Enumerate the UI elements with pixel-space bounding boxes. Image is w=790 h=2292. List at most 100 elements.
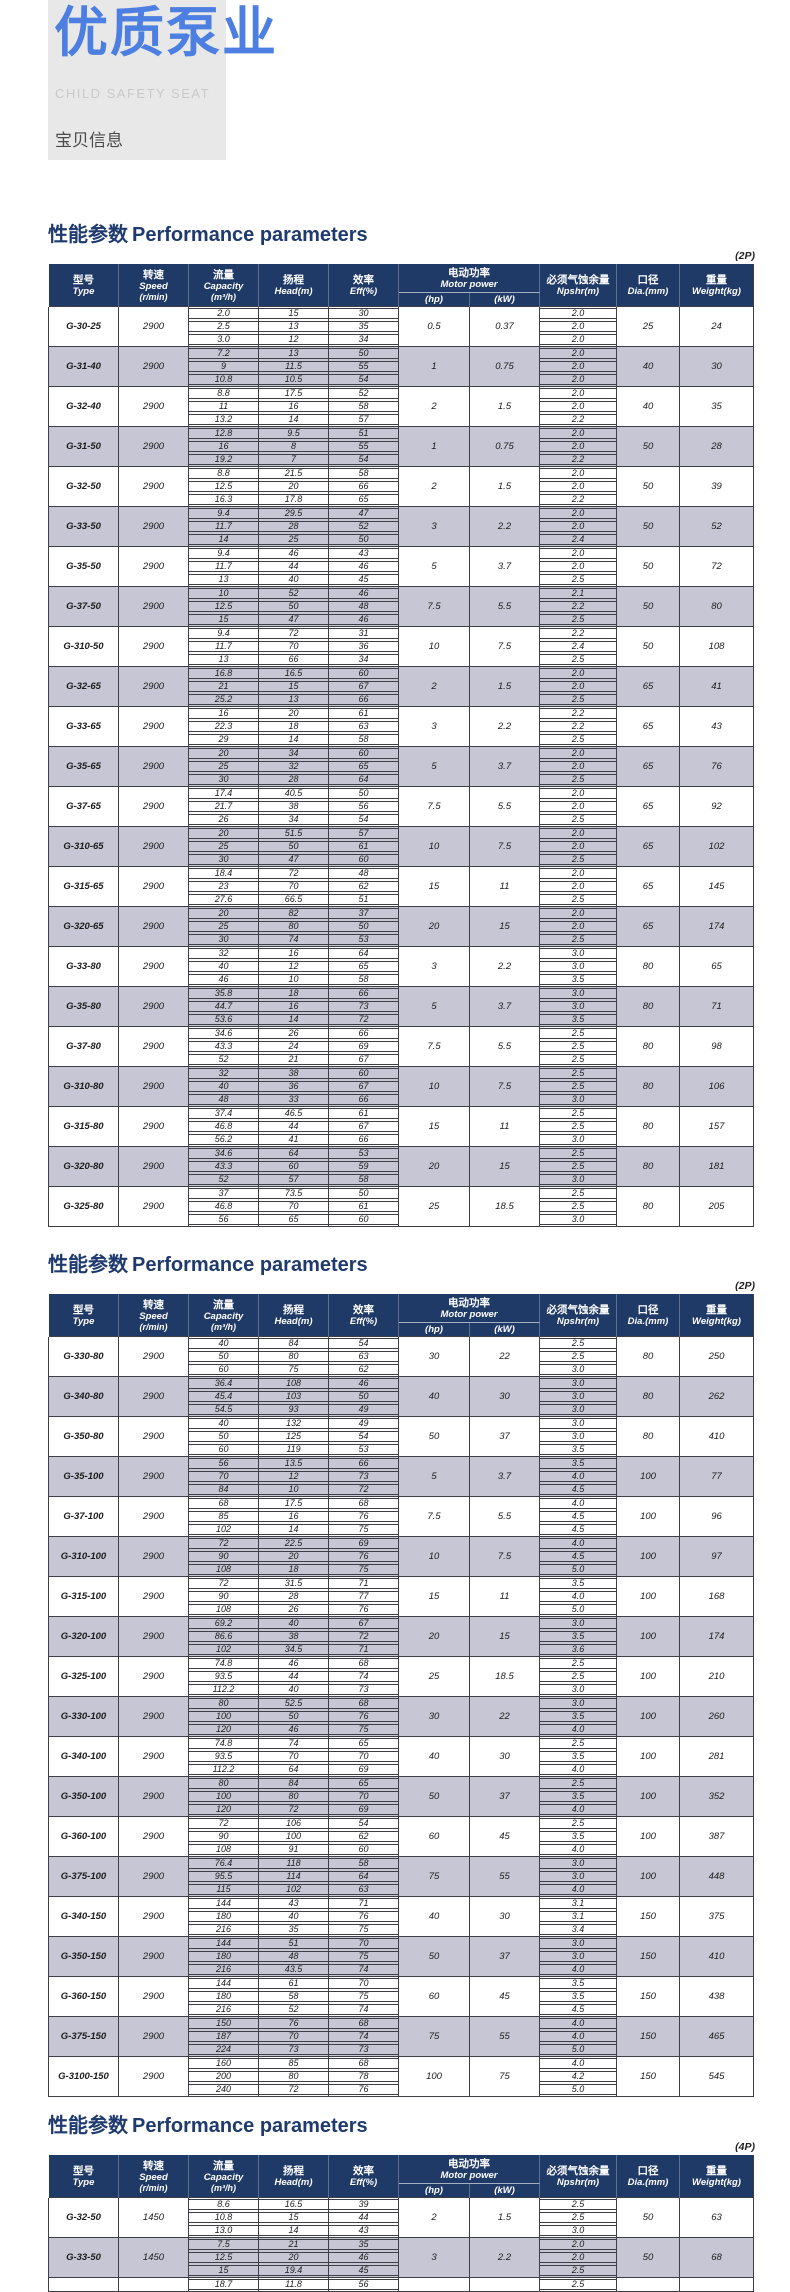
kw-cell: 2.2: [469, 706, 540, 747]
eff-cell: 53: [328, 933, 399, 947]
eff-cell: 72: [328, 1630, 399, 1643]
capacity-cell: 12.5: [188, 600, 259, 613]
weight-cell: 106: [679, 1066, 754, 1107]
table-row: G-35-50 2900 9.4 46 43 5 3.7 2.0 50 72: [48, 546, 754, 587]
speed-cell: 2900: [118, 1106, 189, 1147]
head-cell: 58: [258, 1990, 329, 2003]
kw-cell: 2.2: [469, 946, 540, 987]
type-cell: G-3100-150: [48, 2056, 119, 2097]
table-row: 29 14 58 2.5: [49, 733, 754, 747]
brand-title: 优质泵业: [54, 3, 278, 63]
col-header-head: 扬程 Head(m): [258, 2155, 329, 2198]
capacity-cell: 29: [188, 733, 259, 747]
table-row: 46.8 70 61 2.5: [49, 1200, 754, 1213]
eff-cell: 69: [328, 1803, 399, 1817]
weight-cell: 210: [679, 1656, 754, 1697]
dia-cell: 65: [616, 666, 680, 707]
eff-cell: 57: [328, 413, 399, 427]
table-row: G-325-80 2900 37 73.5 50 25 18.5 2.5 80 205: [48, 1186, 754, 1227]
table-row: G-35-65 2900 20 34 60 5 3.7 2.0 65 76: [48, 746, 754, 787]
npshr-cell: 2.0: [539, 786, 617, 800]
npshr-cell: 2.5: [539, 1776, 617, 1790]
speed-cell: 2900: [118, 306, 189, 347]
speed-cell: 2900: [118, 1536, 189, 1577]
col-header-hp: (hp): [398, 2183, 470, 2198]
eff-cell: 72: [328, 1483, 399, 1497]
kw-cell: 30: [469, 1376, 540, 1417]
capacity-cell: 22.3: [188, 720, 259, 733]
capacity-cell: 11.7: [188, 640, 259, 653]
table-row: G-360-100 2900 72 106 54 60 45 2.5 100 387: [48, 1816, 754, 1857]
eff-cell: 70: [328, 1750, 399, 1763]
speed-cell: 2900: [118, 546, 189, 587]
weight-cell: 145: [679, 866, 754, 907]
kw-cell: 11: [469, 1106, 540, 1147]
capacity-cell: 16: [188, 706, 259, 720]
table-row: 16.3 17.8 65 2.2: [49, 493, 754, 507]
weight-cell: 35: [679, 386, 754, 427]
weight-cell: 352: [679, 1776, 754, 1817]
eff-cell: 68: [328, 2056, 399, 2070]
eff-cell: 62: [328, 1830, 399, 1843]
capacity-cell: 11.7: [188, 560, 259, 573]
col-header-npshr: 必须气蚀余量 Npshr(m): [539, 2155, 617, 2198]
dia-cell: 65: [616, 746, 680, 787]
capacity-cell: 56.2: [188, 1133, 259, 1147]
npshr-cell: 4.5: [539, 1550, 617, 1563]
table-row: 13 66 34 2.5: [49, 653, 754, 667]
head-cell: 93: [258, 1403, 329, 1417]
speed-cell: 2900: [118, 1416, 189, 1457]
capacity-cell: 25.2: [188, 693, 259, 707]
table-row: 60 75 62 3.0: [49, 1363, 754, 1377]
npshr-cell: 2.2: [539, 626, 617, 640]
npshr-cell: 2.5: [539, 933, 617, 947]
table-row: G-350-80 2900 40 132 49 50 37 3.0 80 410: [48, 1416, 754, 1457]
capacity-cell: 115: [188, 1883, 259, 1897]
type-cell: G-310-100: [48, 1536, 119, 1577]
npshr-cell: 2.4: [539, 533, 617, 547]
capacity-cell: 90: [188, 1830, 259, 1843]
dia-cell: 100: [616, 1856, 680, 1897]
col-header-motor-power: 电动功率 Motor power: [398, 264, 540, 293]
eff-cell: 58: [328, 973, 399, 987]
eff-cell: 60: [328, 1066, 399, 1080]
eff-cell: 31: [328, 626, 399, 640]
eff-cell: 69: [328, 1763, 399, 1777]
capacity-cell: 19.2: [188, 453, 259, 467]
kw-cell: 37: [469, 1936, 540, 1977]
performance-table-4p: 型号 Type 转速 Speed (r/min) 流量 Capacity (m³/h) 扬程 He…: [48, 2155, 754, 2292]
hp-cell: 3: [398, 506, 470, 547]
npshr-cell: 3.0: [539, 1093, 617, 1107]
kw-cell: 75: [469, 2056, 540, 2097]
head-cell: 46: [258, 1656, 329, 1670]
table-row: 10.8 15 44 2.5: [49, 2211, 754, 2224]
head-cell: 33: [258, 1093, 329, 1107]
head-cell: 64: [258, 1763, 329, 1777]
eff-cell: 44: [328, 2211, 399, 2224]
eff-cell: 75: [328, 1523, 399, 1537]
type-cell: G-340-150: [48, 1896, 119, 1937]
npshr-cell: 3.0: [539, 1870, 617, 1883]
capacity-cell: 160: [188, 2056, 259, 2070]
eff-cell: 75: [328, 1563, 399, 1577]
head-cell: 15: [258, 680, 329, 693]
eff-cell: 35: [328, 2237, 399, 2251]
table-row: 56.2 41 66 3.0: [49, 1133, 754, 1147]
hp-cell: 5: [398, 986, 470, 1027]
section-performance-2: 性能参数 Performance parameters (2P) 型号 Type 转速…: [0, 1252, 790, 2097]
hp-cell: 15: [398, 1106, 470, 1147]
hp-cell: 15: [398, 1576, 470, 1617]
type-cell: G-350-150: [48, 1936, 119, 1977]
eff-cell: 65: [328, 493, 399, 507]
speed-cell: 2900: [118, 946, 189, 987]
col-header-npshr: 必须气蚀余量 Npshr(m): [539, 264, 617, 307]
weight-cell: 43: [679, 706, 754, 747]
npshr-cell: 2.0: [539, 346, 617, 360]
head-cell: 34: [258, 813, 329, 827]
npshr-cell: 3.5: [539, 973, 617, 987]
capacity-cell: 68: [188, 1496, 259, 1510]
eff-cell: 62: [328, 880, 399, 893]
table-row: 180 58 75 3.5: [49, 1990, 754, 2003]
npshr-cell: 2.0: [539, 480, 617, 493]
capacity-cell: 27.6: [188, 893, 259, 907]
